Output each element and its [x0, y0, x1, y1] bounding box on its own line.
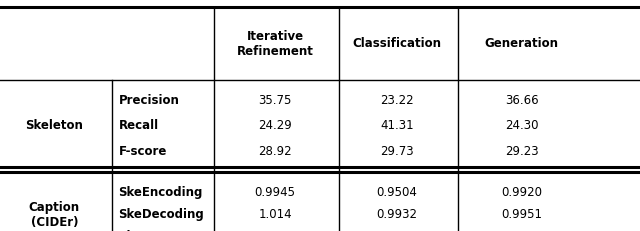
Text: Recall: Recall — [118, 119, 159, 132]
Text: 0.9920: 0.9920 — [501, 186, 542, 199]
Text: 1.014: 1.014 — [259, 208, 292, 221]
Text: SkeEncoding: SkeEncoding — [118, 186, 203, 199]
Text: F-score: F-score — [118, 145, 167, 158]
Text: 0.9985: 0.9985 — [255, 230, 296, 231]
Text: 0.9504: 0.9504 — [376, 186, 417, 199]
Text: 23.22: 23.22 — [380, 94, 413, 107]
Text: 0.9932: 0.9932 — [376, 208, 417, 221]
Text: 29.23: 29.23 — [505, 145, 538, 158]
Text: 29.73: 29.73 — [380, 145, 413, 158]
Text: Generation: Generation — [484, 37, 559, 50]
Text: 36.66: 36.66 — [505, 94, 538, 107]
Text: 41.31: 41.31 — [380, 119, 413, 132]
Text: SkeDecoding: SkeDecoding — [118, 208, 204, 221]
Text: 35.75: 35.75 — [259, 94, 292, 107]
Text: Classification: Classification — [352, 37, 442, 50]
Text: Skeleton: Skeleton — [26, 119, 83, 132]
Text: 0.9951: 0.9951 — [501, 208, 542, 221]
Text: Iterative
Refinement: Iterative Refinement — [237, 30, 314, 58]
Text: 24.29: 24.29 — [259, 119, 292, 132]
Text: Caption
(CIDEr): Caption (CIDEr) — [29, 201, 80, 229]
Text: 0.9619: 0.9619 — [376, 230, 417, 231]
Text: 28.92: 28.92 — [259, 145, 292, 158]
Text: 0.9966: 0.9966 — [501, 230, 542, 231]
Text: Precision: Precision — [118, 94, 179, 107]
Text: SkeAE: SkeAE — [118, 230, 159, 231]
Text: 24.30: 24.30 — [505, 119, 538, 132]
Text: 0.9945: 0.9945 — [255, 186, 296, 199]
